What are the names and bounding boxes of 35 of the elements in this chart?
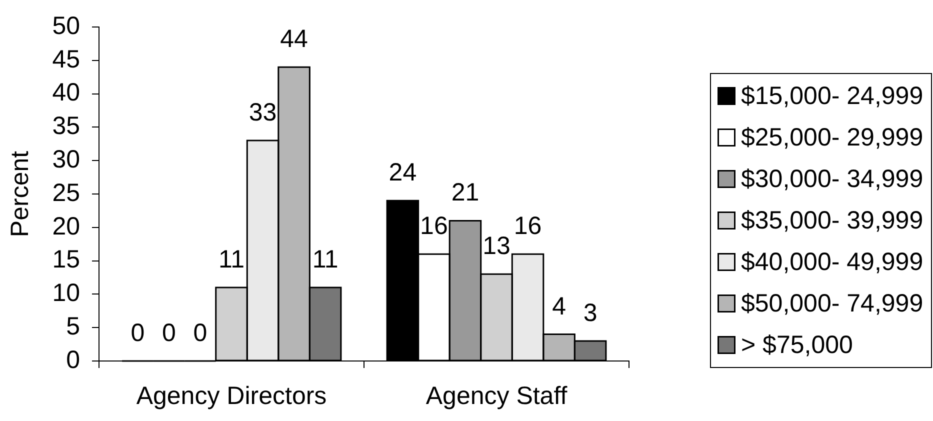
legend-label: $30,000- 34,999 [741, 164, 924, 193]
legend-label: $15,000- 24,999 [741, 82, 924, 110]
data-label: 11 [312, 246, 338, 274]
y-tick-label: 20 [52, 212, 80, 240]
legend-label: $50,000- 74,999 [741, 289, 924, 318]
data-label: 44 [280, 25, 308, 54]
data-label: 16 [420, 212, 448, 240]
x-tick-label: Agency Staff [426, 382, 568, 410]
data-label: 0 [193, 319, 208, 347]
y-tick-label: 25 [52, 178, 80, 207]
x-tick-label: Agency Directors [136, 382, 327, 410]
data-label: 24 [388, 158, 417, 187]
legend-label: $40,000- 49,999 [741, 248, 924, 276]
data-label: 0 [162, 319, 176, 347]
legend-label: $25,000- 29,999 [741, 123, 924, 152]
data-label: 4 [552, 292, 566, 320]
y-tick-label: 0 [66, 346, 80, 374]
y-tick-label: 5 [66, 312, 80, 340]
y-tick-label: 40 [52, 78, 80, 107]
y-axis-title: Percent [6, 150, 34, 238]
data-label: 3 [583, 298, 598, 327]
y-tick-label: 15 [52, 246, 80, 274]
y-tick-label: 30 [52, 145, 80, 174]
data-label: 33 [248, 98, 277, 127]
y-tick-label: 10 [52, 279, 80, 308]
y-tick-label: 35 [52, 112, 80, 140]
legend-label: > $75,000 [741, 330, 853, 359]
data-label: 11 [218, 246, 244, 274]
y-tick-label: 50 [52, 12, 80, 40]
data-label: 16 [514, 212, 542, 240]
data-label: 13 [482, 232, 510, 260]
data-label: 0 [130, 319, 145, 347]
legend-label: $35,000- 39,999 [741, 206, 924, 234]
data-label: 21 [451, 178, 480, 207]
y-tick-label: 45 [52, 45, 80, 74]
